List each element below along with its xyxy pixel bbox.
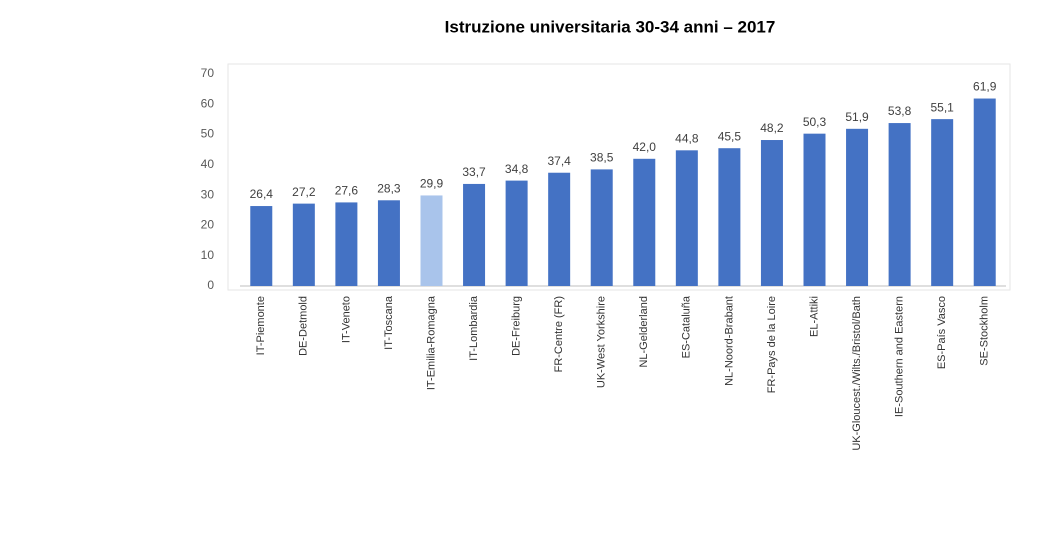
value-label: 61,9: [973, 80, 997, 94]
y-tick-label: 20: [201, 218, 215, 232]
bar: [846, 128, 869, 286]
y-tick-label: 10: [201, 248, 215, 262]
y-tick-label: 40: [201, 157, 215, 171]
value-label: 27,6: [335, 184, 359, 198]
bar: [590, 169, 613, 286]
bar: [633, 158, 656, 286]
x-tick-label: IT-Emilia-Romagna: [425, 295, 437, 390]
x-tick-label: IE-Southern and Eastern: [894, 296, 906, 417]
value-label: 42,0: [633, 140, 657, 154]
x-tick-label: DE-Freiburg: [511, 296, 523, 356]
y-tick-label: 50: [201, 127, 215, 141]
bar: [888, 123, 911, 286]
value-label: 45,5: [718, 129, 742, 143]
value-label: 29,9: [420, 177, 444, 191]
bar: [463, 183, 486, 286]
bar: [548, 172, 571, 286]
y-tick-label: 30: [201, 187, 215, 201]
x-tick-label: FR-Pays de la Loire: [766, 296, 778, 393]
bar: [335, 202, 358, 286]
x-tick-label: FR-Centre (FR): [553, 296, 565, 372]
plot-frame: [227, 63, 1011, 291]
x-tick-label: IT-Toscana: [383, 295, 395, 350]
value-label: 37,4: [547, 154, 571, 168]
x-tick-label: IT-Veneto: [340, 296, 352, 343]
x-tick-label: EL-Attiki: [808, 296, 820, 337]
value-label: 38,5: [590, 151, 614, 165]
value-label: 48,2: [760, 121, 784, 135]
value-label: 51,9: [845, 110, 869, 124]
y-tick-label: 0: [207, 278, 214, 292]
bar: [420, 195, 443, 286]
bar: [250, 206, 273, 286]
value-label: 44,8: [675, 131, 699, 145]
y-tick-label: 70: [201, 66, 215, 80]
y-tick-label: 60: [201, 96, 215, 110]
x-tick-label: ES-Cataluña: [681, 295, 693, 358]
x-tick-label: NL-Noord-Brabant: [723, 296, 735, 386]
chart-title: Istruzione universitaria 30-34 anni – 20…: [445, 17, 776, 36]
value-label: 33,7: [462, 165, 486, 179]
value-label: 55,1: [930, 100, 954, 114]
bar: [803, 133, 826, 286]
value-label: 26,4: [250, 187, 274, 201]
x-tick-label: SE-Stockholm: [979, 296, 991, 366]
value-label: 28,3: [377, 181, 401, 195]
bar: [718, 148, 741, 286]
bar: [931, 119, 954, 286]
x-tick-label: ES-País Vasco: [936, 296, 948, 369]
bar: [377, 200, 400, 286]
bar: [760, 140, 783, 286]
x-tick-label: NL-Gelderland: [638, 296, 650, 368]
x-tick-label: UK-Gloucest./Wilts./Bristol/Bath: [851, 296, 863, 451]
value-label: 27,2: [292, 185, 316, 199]
x-tick-label: IT-Piemonte: [255, 296, 267, 355]
bar: [675, 150, 698, 286]
bar: [505, 180, 528, 286]
x-tick-label: DE-Detmold: [298, 296, 310, 356]
bar: [292, 203, 315, 286]
x-tick-label: IT-Lombardia: [468, 295, 480, 361]
value-label: 50,3: [803, 115, 827, 129]
value-label: 53,8: [888, 104, 912, 118]
value-label: 34,8: [505, 162, 529, 176]
bar: [973, 98, 996, 286]
x-tick-label: UK-West Yorkshire: [596, 296, 608, 388]
